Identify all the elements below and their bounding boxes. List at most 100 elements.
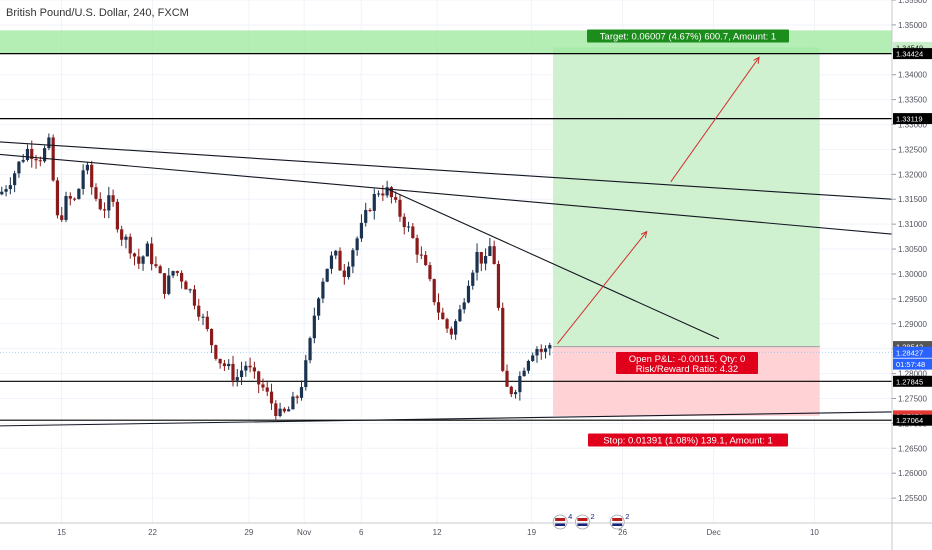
candle-bear — [274, 403, 278, 417]
candle-bear — [150, 243, 154, 265]
candle-bull — [526, 360, 531, 371]
y-tick-label: 1.27500 — [898, 394, 927, 403]
x-tick-label: 29 — [244, 528, 253, 537]
x-axis[interactable]: 15 22 29 Nov 6 12 19 26 Dec 10 — [57, 528, 819, 537]
y-tick-label: 1.25500 — [898, 494, 927, 503]
candle-bull — [372, 193, 376, 211]
candle-bull — [145, 243, 149, 257]
y-tick-label: 1.30000 — [898, 270, 927, 279]
y-axis[interactable]: 1.355001.350001.345001.340001.335001.330… — [892, 0, 927, 503]
x-tick-label: 12 — [433, 528, 442, 537]
y-tick-label: 1.34000 — [898, 71, 927, 80]
candle-bear — [496, 263, 501, 308]
candle-bull — [513, 392, 518, 395]
y-tick-label: 1.28000 — [898, 370, 927, 379]
projection-arrows — [557, 57, 760, 344]
candle-bull — [484, 255, 488, 264]
candle-bear — [158, 266, 162, 274]
y-tick-label: 1.32000 — [898, 170, 927, 179]
candle-bull — [43, 148, 47, 162]
candle-bear — [102, 209, 107, 211]
candle-bear — [424, 255, 428, 266]
candle-bear — [368, 210, 372, 212]
candle-bear — [98, 198, 102, 210]
candle-bear — [261, 384, 265, 388]
candle-bear — [120, 229, 124, 240]
price-tag: 1.28427 — [896, 348, 923, 357]
y-tick-label: 1.33500 — [898, 96, 927, 105]
candle-bull — [64, 195, 68, 220]
candle-bear — [282, 408, 286, 412]
candle-bull — [4, 189, 8, 192]
trendline — [0, 141, 893, 200]
candle-bull — [376, 193, 381, 195]
candle-bear — [381, 193, 385, 196]
candle-bull — [364, 210, 368, 223]
candle-bear — [342, 270, 346, 278]
candle-bull — [475, 251, 479, 273]
candle-bear — [90, 164, 94, 188]
candle-bear — [30, 148, 34, 159]
flag-icon — [552, 514, 568, 530]
flag-stripe-top — [577, 518, 588, 521]
candle-bull — [244, 365, 248, 371]
candle-bull — [188, 289, 192, 291]
x-tick-label: 19 — [527, 528, 536, 537]
candle-bear — [137, 256, 141, 264]
candle-bull — [235, 377, 239, 381]
candle-bear — [94, 187, 98, 199]
candle-bull — [346, 266, 351, 278]
stop-label: Stop: 0.01391 (1.08%) 139.1, Amount: 1 — [603, 436, 773, 447]
rr-label: Risk/Reward Ratio: 4.32 — [636, 364, 738, 375]
candle-bear — [265, 387, 269, 392]
trendline — [0, 153, 893, 235]
candle-bear — [479, 251, 483, 264]
candle-bear — [34, 158, 38, 161]
candle-bear — [132, 253, 137, 257]
y-tick-label: 1.35500 — [898, 0, 927, 5]
x-tick-label: 10 — [810, 528, 819, 537]
candle-bull — [454, 321, 458, 335]
candle-bull — [355, 238, 359, 251]
stop-label-bg — [588, 433, 788, 447]
candle-bear — [402, 216, 406, 228]
candle-bear — [115, 201, 119, 230]
candle-bull — [321, 281, 325, 299]
candle-bear — [205, 316, 209, 329]
candle-bull — [531, 355, 535, 361]
candle-bull — [518, 376, 522, 393]
candle-bull — [317, 298, 321, 316]
candle-bear — [184, 281, 188, 290]
y-tick-label: 1.33000 — [898, 121, 927, 130]
price-tag: 1.34424 — [896, 50, 923, 59]
x-tick-label: Nov — [297, 528, 311, 537]
candle-bull — [488, 246, 492, 256]
candle-bull — [329, 255, 334, 269]
pnl-label: Open P&L: -0.00115, Qty: 0 — [629, 354, 746, 365]
flag-icon — [609, 514, 625, 530]
candle-bear — [398, 199, 402, 217]
candle-bear — [68, 195, 72, 199]
price-tag-bg — [893, 346, 932, 358]
candle-bear — [218, 358, 222, 364]
price-tag: 1.27064 — [896, 416, 923, 425]
candle-bull — [308, 338, 312, 361]
candle-bear — [428, 265, 432, 280]
candlesticks — [0, 133, 552, 421]
candle-bear — [505, 370, 509, 387]
candle-bull — [171, 271, 175, 276]
candle-bear — [55, 180, 60, 216]
price-tag: 1.27845 — [896, 377, 923, 386]
target-zone — [553, 47, 820, 347]
candle-bear — [415, 238, 419, 255]
flag-count: 2 — [625, 512, 629, 521]
y-tick-label: 1.31000 — [898, 220, 927, 229]
candle-bear — [209, 328, 214, 346]
candle-bull — [287, 409, 291, 412]
candle-bear — [492, 246, 496, 264]
candle-bear — [192, 289, 197, 306]
price-tag-bg — [893, 41, 932, 53]
candle-bull — [543, 348, 548, 352]
candle-bear — [38, 160, 42, 162]
